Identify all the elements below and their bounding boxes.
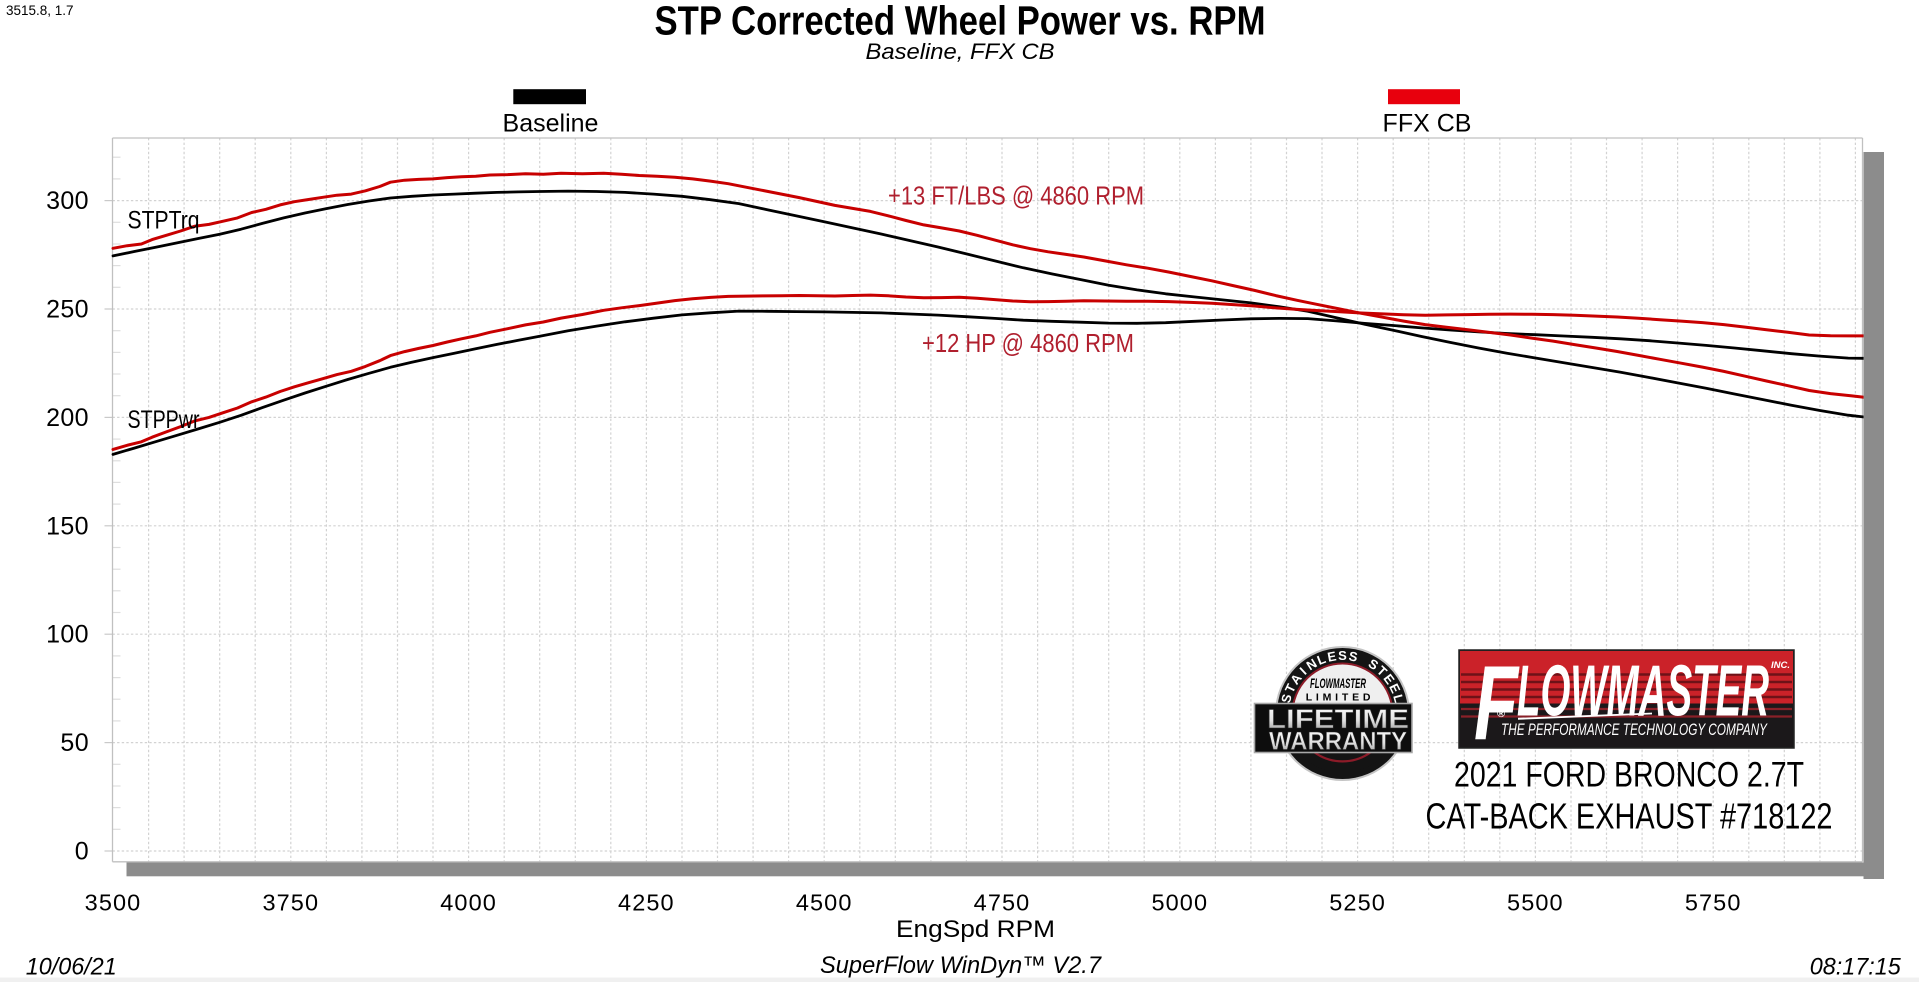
svg-text:08:17:15: 08:17:15 <box>1810 954 1902 981</box>
svg-text:S: S <box>1278 692 1295 705</box>
svg-text:SuperFlow WinDyn™ V2.7: SuperFlow WinDyn™ V2.7 <box>820 952 1103 979</box>
svg-text:E: E <box>1326 648 1338 664</box>
svg-text:INC.: INC. <box>1771 660 1790 671</box>
svg-text:WARRANTY: WARRANTY <box>1269 728 1407 756</box>
svg-text:+13 FT/LBS @ 4860 RPM: +13 FT/LBS @ 4860 RPM <box>888 181 1144 211</box>
svg-text:100: 100 <box>46 621 89 649</box>
svg-text:10/06/21: 10/06/21 <box>26 954 117 981</box>
svg-text:3500: 3500 <box>85 890 142 916</box>
svg-text:200: 200 <box>46 404 89 432</box>
svg-text:FFX CB: FFX CB <box>1383 110 1472 138</box>
svg-text:4500: 4500 <box>796 890 853 916</box>
svg-text:STPPwr: STPPwr <box>128 406 200 434</box>
svg-text:STP Corrected Wheel Power vs.: STP Corrected Wheel Power vs. RPM <box>655 0 1266 44</box>
svg-text:50: 50 <box>60 729 89 757</box>
svg-text:5000: 5000 <box>1151 890 1208 916</box>
svg-text:300: 300 <box>46 187 89 215</box>
svg-text:LOWMASTER: LOWMASTER <box>1517 652 1769 732</box>
svg-text:FLOWMASTER: FLOWMASTER <box>1310 675 1366 691</box>
svg-text:EngSpd RPM: EngSpd RPM <box>896 916 1055 943</box>
svg-text:3750: 3750 <box>262 890 319 916</box>
svg-text:2021 FORD BRONCO 2.7T: 2021 FORD BRONCO 2.7T <box>1454 756 1804 795</box>
svg-text:0: 0 <box>75 838 89 866</box>
svg-text:S: S <box>1348 648 1360 664</box>
svg-text:Baseline: Baseline <box>503 110 599 138</box>
svg-text:5250: 5250 <box>1329 890 1386 916</box>
svg-text:S: S <box>1338 648 1347 663</box>
svg-text:CAT-BACK EXHAUST #718122: CAT-BACK EXHAUST #718122 <box>1426 796 1833 837</box>
svg-text:Baseline, FFX CB: Baseline, FFX CB <box>866 39 1055 64</box>
svg-text:+12 HP @ 4860 RPM: +12 HP @ 4860 RPM <box>922 328 1134 358</box>
svg-text:5500: 5500 <box>1507 890 1564 916</box>
svg-text:5750: 5750 <box>1685 890 1742 916</box>
svg-text:LIFETIME: LIFETIME <box>1267 704 1409 734</box>
svg-text:250: 250 <box>46 296 89 324</box>
svg-text:L: L <box>1390 693 1407 705</box>
svg-text:®: ® <box>1497 708 1505 720</box>
svg-text:4250: 4250 <box>618 890 675 916</box>
svg-text:F: F <box>1474 644 1520 762</box>
svg-text:4750: 4750 <box>974 890 1031 916</box>
svg-text:LIMITED: LIMITED <box>1306 692 1375 704</box>
svg-text:THE PERFORMANCE TECHNOLOGY COM: THE PERFORMANCE TECHNOLOGY COMPANY <box>1501 720 1768 739</box>
svg-text:150: 150 <box>46 512 89 540</box>
svg-text:4000: 4000 <box>440 890 497 916</box>
svg-text:STPTrq: STPTrq <box>128 207 200 235</box>
svg-text:3515.8, 1.7: 3515.8, 1.7 <box>6 3 74 18</box>
